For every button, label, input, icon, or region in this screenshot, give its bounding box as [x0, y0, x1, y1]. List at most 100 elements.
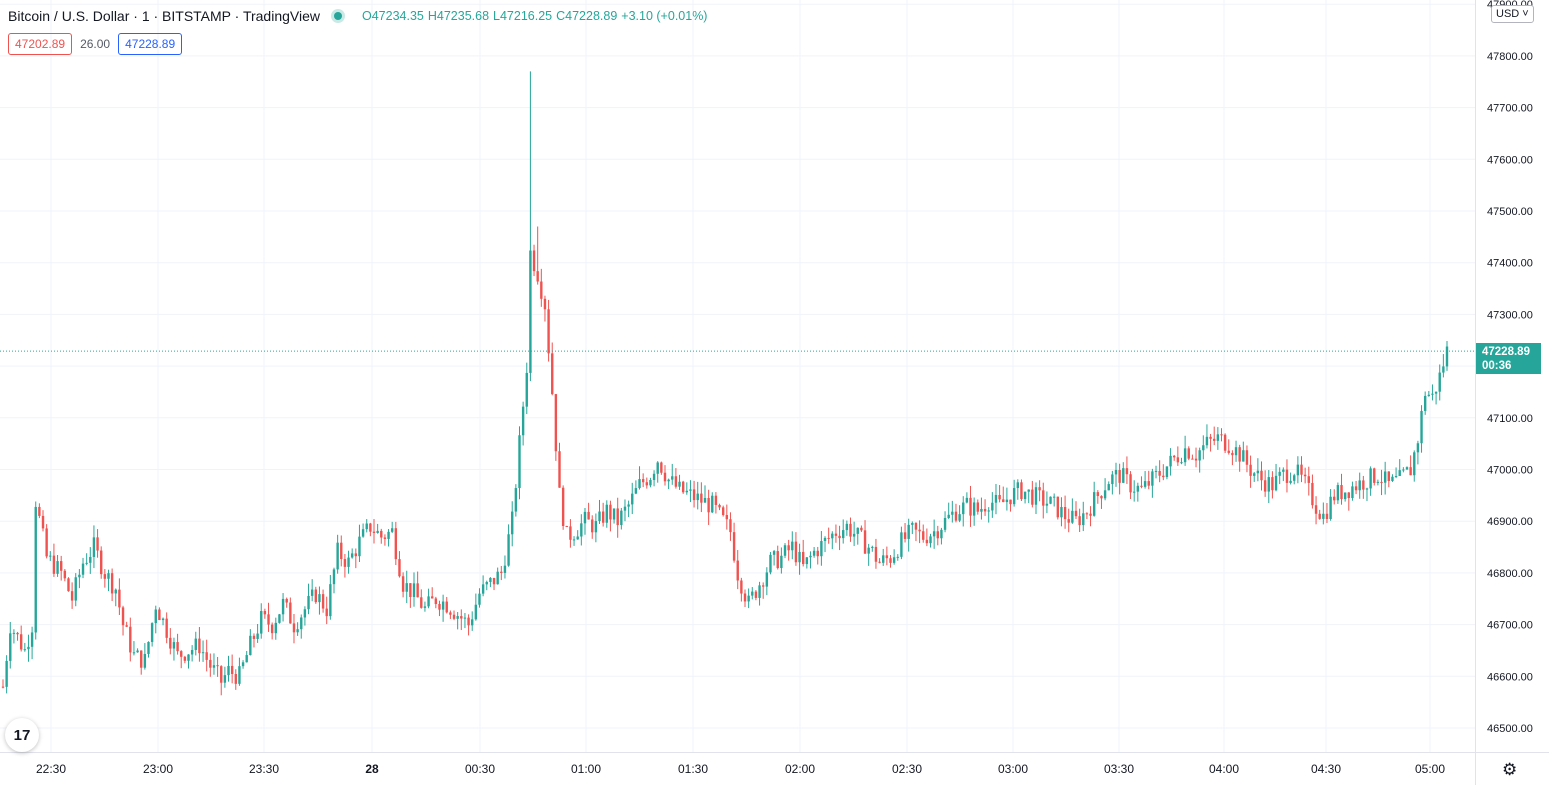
- candle-body: [638, 479, 641, 489]
- candle-body: [445, 601, 448, 613]
- candle-body: [223, 675, 227, 683]
- candle-body: [1020, 482, 1023, 500]
- y-tick-label: 46900.00: [1487, 516, 1533, 528]
- candle-body: [307, 595, 310, 610]
- candle-body: [107, 573, 110, 579]
- candle-body: [1325, 513, 1329, 519]
- candle-body: [300, 617, 303, 630]
- candle-body: [1191, 458, 1194, 460]
- candle-body: [1143, 481, 1147, 487]
- candle-body: [1216, 434, 1220, 441]
- candle-body: [369, 523, 372, 532]
- candle-body: [703, 497, 707, 503]
- candle-body: [1249, 464, 1252, 476]
- candle-body: [1267, 477, 1270, 492]
- candle-body: [1256, 470, 1260, 474]
- candle-body: [427, 596, 430, 607]
- candle-body: [1289, 480, 1292, 483]
- candle-body: [511, 511, 514, 535]
- candle-body: [551, 353, 554, 395]
- candle-body: [19, 634, 23, 650]
- candle-body: [980, 508, 983, 512]
- candle-body: [772, 551, 776, 555]
- candle-body: [481, 584, 485, 594]
- high-value: H47235.68: [427, 9, 490, 23]
- candle-body: [536, 271, 539, 282]
- candle-body: [1271, 477, 1274, 491]
- candle-body: [220, 666, 223, 683]
- tradingview-logo-icon[interactable]: 17: [5, 718, 39, 752]
- candle-body: [681, 481, 685, 493]
- candle-body: [1071, 510, 1074, 523]
- candle-body: [645, 482, 648, 486]
- candle-body: [172, 642, 176, 649]
- x-tick-label: 05:00: [1415, 762, 1445, 776]
- candle-body: [263, 610, 267, 615]
- candle-body: [1089, 513, 1092, 516]
- candle-body: [49, 555, 52, 557]
- bid-price[interactable]: 47202.89: [8, 33, 73, 55]
- candle-body: [707, 497, 710, 513]
- candle-body: [932, 531, 936, 537]
- candle-body: [936, 531, 939, 539]
- candle-body: [140, 650, 143, 668]
- y-tick-label: 47300.00: [1487, 309, 1533, 321]
- candle-body: [776, 551, 779, 569]
- candle-body: [198, 638, 201, 654]
- candle-body: [871, 546, 874, 548]
- candle-body: [1340, 485, 1343, 500]
- candle-body: [747, 595, 750, 602]
- x-tick-label: 04:00: [1209, 762, 1239, 776]
- candle-body: [1245, 450, 1249, 465]
- candle-body: [1242, 450, 1245, 462]
- candle-body: [1420, 410, 1423, 444]
- candle-body: [405, 583, 408, 592]
- candle-body: [565, 525, 568, 527]
- candle-body: [1042, 490, 1045, 506]
- candle-body: [947, 514, 950, 518]
- candle-body: [187, 654, 190, 661]
- candle-body: [1132, 491, 1136, 493]
- candle-body: [656, 462, 659, 474]
- candle-body: [547, 309, 550, 354]
- candle-body: [9, 633, 12, 661]
- candle-body: [954, 511, 958, 521]
- candle-body: [754, 591, 758, 598]
- candle-body: [303, 609, 307, 618]
- candle-body: [587, 511, 590, 520]
- candle-body: [663, 472, 667, 482]
- y-tick-label: 46700.00: [1487, 620, 1533, 632]
- candle-body: [1383, 471, 1387, 483]
- candle-body: [976, 502, 979, 512]
- candle-body: [1278, 471, 1281, 476]
- symbol-title[interactable]: Bitcoin / U.S. Dollar · 1 · BITSTAMP · T…: [8, 8, 320, 24]
- candle-body: [212, 665, 216, 668]
- candle-body: [5, 660, 8, 687]
- candle-body: [354, 553, 358, 557]
- candle-body: [110, 573, 114, 594]
- candle-body: [154, 609, 157, 624]
- ask-price[interactable]: 47228.89: [118, 33, 183, 55]
- candle-body: [1260, 470, 1263, 481]
- y-tick-label: 47400.00: [1487, 258, 1533, 270]
- gear-icon[interactable]: ⚙: [1502, 760, 1518, 779]
- candle-body: [56, 561, 59, 574]
- candle-body: [1220, 434, 1223, 436]
- candle-body: [474, 604, 478, 620]
- candle-body: [227, 665, 230, 676]
- candle-body: [456, 616, 459, 619]
- candle-body: [823, 537, 827, 542]
- candle-body: [143, 653, 147, 668]
- candle-body: [591, 519, 594, 533]
- candle-body: [583, 511, 587, 524]
- candle-body: [674, 476, 678, 487]
- candle-body: [1405, 467, 1409, 470]
- candle-body: [376, 530, 379, 533]
- currency-button[interactable]: USD ˅: [1491, 5, 1534, 23]
- y-tick-label: 46500.00: [1487, 723, 1533, 735]
- candle-body: [1209, 436, 1212, 439]
- candle-body: [409, 583, 412, 598]
- candle-body: [882, 555, 885, 563]
- candle-body: [1034, 487, 1038, 505]
